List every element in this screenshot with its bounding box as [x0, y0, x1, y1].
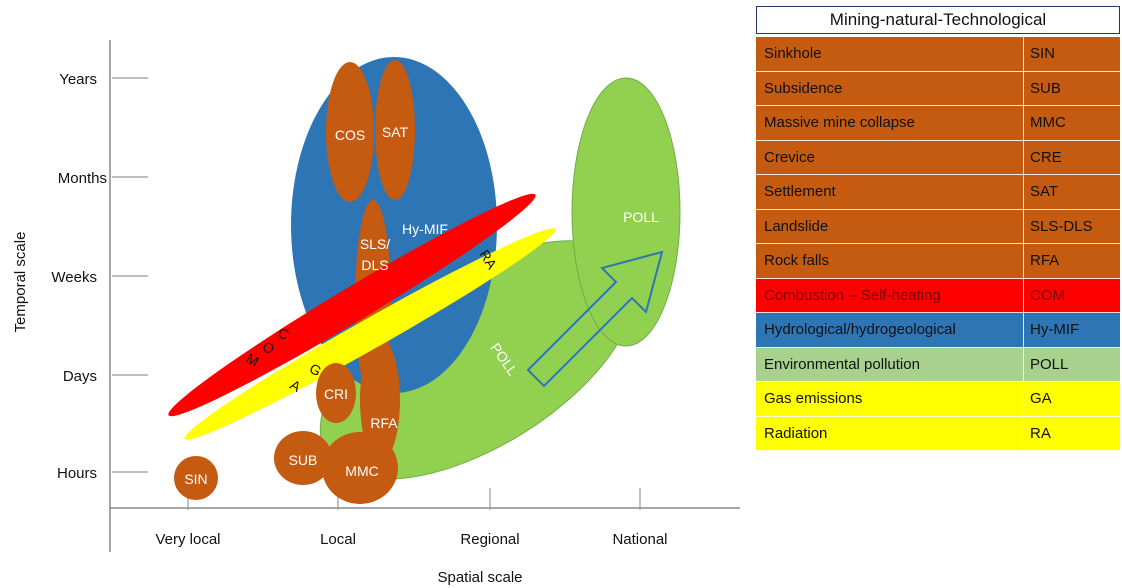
cos-label: COS	[335, 127, 365, 143]
rfa-ellipse	[360, 338, 400, 462]
legend-title: Mining-natural-Technological	[756, 6, 1120, 34]
x-tick-regional: Regional	[460, 531, 519, 548]
legend-row-name: Environmental pollution	[756, 347, 1024, 381]
legend-row-name: Rock falls	[756, 244, 1024, 278]
x-axis-title: Spatial scale	[437, 569, 522, 586]
x-tick-local: Local	[320, 531, 356, 548]
legend-row-code: CRE	[1030, 148, 1062, 166]
legend-row-name: Hydrological/hydrogeological	[756, 313, 1024, 347]
legend-row-code: GA	[1030, 390, 1052, 407]
cri-label: CRI	[324, 386, 348, 402]
legend-row-name: Radiation	[756, 416, 1024, 450]
legend-row-name: Settlement	[756, 175, 1024, 209]
legend-row: Combustion – Self-heating COM	[756, 278, 1120, 313]
x-tick-very-local: Very local	[155, 531, 220, 548]
legend-row-name: Landslide	[756, 209, 1024, 243]
hazard-legend-table: Mining-natural-Technological Sinkhole SIN…	[756, 6, 1120, 451]
legend-row-code: MMC	[1030, 114, 1066, 131]
legend-row: Sinkhole SIN	[756, 37, 1120, 72]
legend-row: Landslide SLS-DLS	[756, 209, 1120, 244]
legend-row: Crevice CRE	[756, 140, 1120, 175]
legend-row-name: Gas emissions	[756, 382, 1024, 416]
ga-ra-band	[184, 228, 556, 440]
sin-ellipse	[174, 456, 218, 500]
sin-label: SIN	[184, 471, 207, 487]
legend-row: Radiation RA	[756, 416, 1120, 451]
cos-ellipse	[326, 62, 374, 202]
sub-ellipse	[274, 431, 332, 485]
legend-row-name: Combustion – Self-heating	[756, 278, 1024, 312]
hymif-label: Hy-MIF	[402, 221, 448, 237]
legend-row: Gas emissions GA	[756, 382, 1120, 417]
hazard-scale-diagram: Years Months Weeks Days Hours Very local…	[12, 40, 740, 586]
y-tick-days: Days	[63, 368, 97, 385]
legend-row-code: SIN	[1030, 45, 1056, 62]
legend-row-code: SUB	[1030, 79, 1061, 97]
legend-row: Rock falls RFA	[756, 244, 1120, 279]
sat-label: SAT	[382, 124, 409, 140]
sls-label-line1: SLS/	[360, 236, 390, 252]
legend-row: Environmental pollution POLL	[756, 347, 1120, 382]
legend-row-code: SLS-DLS	[1030, 217, 1093, 235]
legend-row-code: Hy-MIF	[1030, 321, 1080, 338]
arrow-icon	[526, 250, 664, 388]
legend-row-code: RA	[1030, 424, 1051, 442]
com-band	[168, 193, 536, 417]
cri-ellipse	[316, 363, 356, 423]
legend-row: Massive mine collapse MMC	[756, 106, 1120, 141]
x-tick-national: National	[612, 531, 667, 548]
legend-row-code: SAT	[1030, 183, 1059, 200]
x-tick-marks	[187, 488, 641, 510]
mmc-ellipse	[322, 432, 398, 504]
y-axis-title: Temporal scale	[12, 232, 29, 333]
sls-label-line2: DLS	[361, 257, 388, 273]
legend-row-code: COM	[1030, 286, 1065, 304]
legend-rows: Sinkhole SIN Subsidence SUB Massive mine col…	[756, 37, 1120, 451]
y-tick-weeks: Weeks	[51, 269, 97, 286]
rfa-label: RFA	[370, 415, 398, 431]
legend-row-code: POLL	[1030, 355, 1069, 373]
legend-row-name: Crevice	[756, 140, 1024, 174]
legend-row-code: RFA	[1030, 252, 1060, 269]
legend-row-name: Sinkhole	[756, 37, 1024, 71]
legend-row: Hydrological/hydrogeological Hy-MIF	[756, 313, 1120, 348]
y-tick-years: Years	[59, 71, 97, 88]
legend-row: Subsidence SUB	[756, 71, 1120, 106]
legend-row: Settlement SAT	[756, 175, 1120, 210]
poll-small-label: POLL	[623, 209, 659, 225]
poll-small-ellipse	[571, 77, 681, 347]
legend-row-name: Massive mine collapse	[756, 106, 1024, 140]
mmc-label: MMC	[345, 463, 378, 479]
y-tick-months: Months	[58, 170, 107, 187]
legend-row-name: Subsidence	[756, 71, 1024, 105]
y-tick-hours: Hours	[57, 465, 97, 482]
sub-label: SUB	[289, 452, 318, 468]
sat-ellipse	[375, 60, 415, 200]
y-tick-marks	[112, 77, 148, 473]
